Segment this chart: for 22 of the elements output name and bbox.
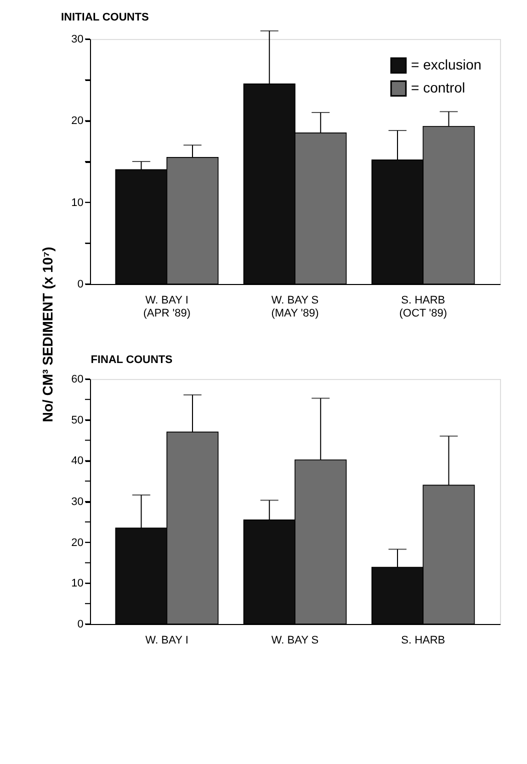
x-tick-label: S. HARB [401, 634, 446, 646]
y-tick-label: 30 [71, 34, 84, 46]
chart-title: INITIAL COUNTS [61, 11, 149, 24]
y-tick-label: 20 [71, 536, 84, 549]
y-tick-label: 30 [71, 496, 84, 508]
y-tick-label: 50 [71, 414, 84, 426]
x-tick-label: W. BAY I [145, 634, 188, 646]
y-tick-label: 10 [71, 578, 84, 590]
y-tick-label: 0 [77, 618, 84, 630]
y-tick-label: 40 [71, 455, 84, 468]
y-axis-title: No/ CM³ SEDIMENT (x 10⁷) [40, 246, 56, 422]
legend-label: = exclusion [411, 56, 482, 72]
chart-title: FINAL COUNTS [90, 354, 172, 366]
y-tick-label: 60 [71, 374, 84, 386]
x-tick-label: W. BAY S [271, 634, 319, 646]
legend-label: = control [411, 80, 466, 96]
x-tick-label: S. HARB (OCT '89) [399, 294, 447, 320]
y-tick-label: 0 [77, 278, 84, 290]
x-tick-label: W. BAY S (MAY '89) [271, 294, 319, 320]
y-tick-label: 20 [71, 115, 84, 128]
x-tick-label: W. BAY I (APR '89) [143, 294, 191, 320]
y-tick-label: 10 [71, 196, 84, 209]
